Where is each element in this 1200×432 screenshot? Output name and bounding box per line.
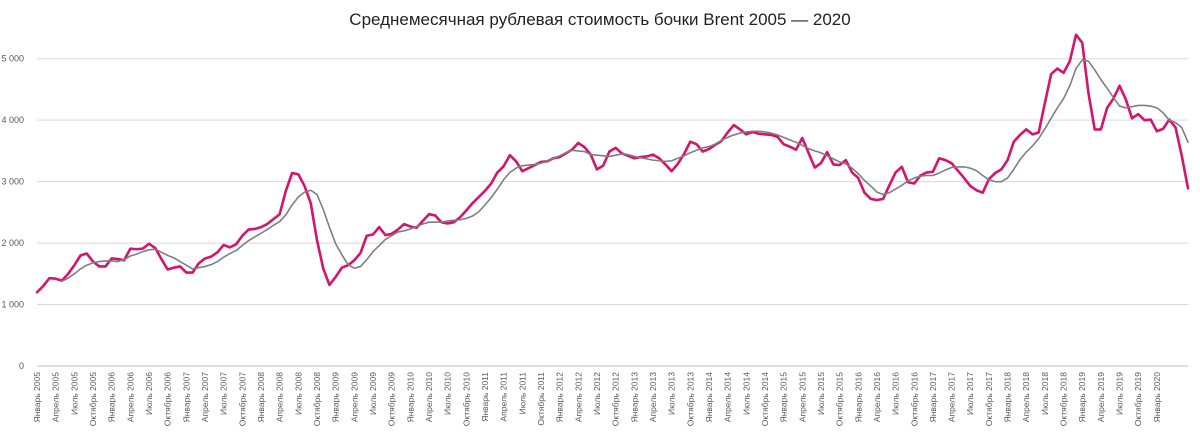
- x-tick-label: Январь 2010: [405, 372, 415, 423]
- x-tick-label: Июль 2007: [219, 372, 229, 415]
- x-tick-label: Апрель 2019: [1096, 372, 1106, 422]
- x-tick-label: Январь 2020: [1152, 372, 1162, 423]
- series-line-brent-monthly: [35, 33, 1190, 294]
- x-tick-label: Январь 2008: [256, 372, 266, 423]
- x-tick-label: Октябрь 2012: [611, 372, 621, 426]
- y-tick-label: 0: [19, 361, 24, 371]
- x-tick-label: Январь 2016: [853, 372, 863, 423]
- x-tick-label: Октябрь 2010: [461, 372, 471, 426]
- x-tick-label: Октябрь 2013: [685, 372, 695, 426]
- x-tick-label: Июль 2019: [1115, 372, 1125, 415]
- y-tick-label: 4 000: [1, 115, 24, 125]
- x-axis-ticks: Январь 2005 Апрель 2005 Июль 2005 Октябрь 2…: [32, 372, 1162, 426]
- x-tick-label: Апрель 2016: [872, 372, 882, 422]
- x-tick-label: Январь 2009: [331, 372, 341, 423]
- x-tick-label: Октябрь 2006: [163, 372, 173, 426]
- x-tick-label: Апрель 2005: [51, 372, 61, 422]
- x-tick-label: Июль 2008: [293, 372, 303, 415]
- x-tick-label: Январь 2011: [480, 372, 490, 422]
- y-tick-label: 5 000: [1, 54, 24, 64]
- x-tick-label: Июль 2009: [368, 372, 378, 415]
- x-tick-label: Апрель 2015: [797, 372, 807, 422]
- x-tick-label: Январь 2007: [181, 372, 191, 423]
- x-tick-label: Октябрь 2016: [909, 372, 919, 426]
- x-tick-label: Июль 2016: [891, 372, 901, 415]
- x-tick-label: Июль 2012: [592, 372, 602, 415]
- x-tick-label: Апрель 2011: [499, 372, 509, 422]
- x-tick-label: Октябрь 2017: [984, 372, 994, 426]
- x-tick-label: Апрель 2009: [349, 372, 359, 422]
- x-tick-label: Апрель 2007: [200, 372, 210, 422]
- x-tick-label: Апрель 2014: [723, 372, 733, 422]
- x-tick-label: Октябрь 2019: [1133, 372, 1143, 426]
- x-tick-label: Январь 2015: [779, 372, 789, 423]
- x-tick-label: Октябрь 2015: [835, 372, 845, 426]
- x-tick-label: Апрель 2013: [648, 372, 658, 422]
- x-tick-label: Июль 2013: [667, 372, 677, 415]
- x-tick-label: Июль 2005: [69, 372, 79, 415]
- x-tick-label: Апрель 2006: [125, 372, 135, 422]
- y-tick-label: 1 000: [1, 300, 24, 310]
- x-tick-label: Январь 2017: [928, 372, 938, 423]
- x-tick-label: Январь 2006: [107, 372, 117, 423]
- x-tick-label: Октябрь 2018: [1059, 372, 1069, 426]
- x-tick-label: Июль 2015: [816, 372, 826, 415]
- x-tick-label: Октябрь 2005: [88, 372, 98, 426]
- x-tick-label: Октябрь 2007: [237, 372, 247, 426]
- x-tick-label: Январь 2018: [1003, 372, 1013, 423]
- x-tick-label: Июль 2011: [517, 372, 527, 415]
- series-lines: [35, 33, 1190, 294]
- series-line-moving-average: [61, 59, 1189, 282]
- x-tick-label: Январь 2019: [1077, 372, 1087, 423]
- x-tick-label: Июль 2014: [741, 372, 751, 415]
- y-tick-label: 2 000: [1, 238, 24, 248]
- x-tick-label: Июль 2018: [1040, 372, 1050, 415]
- x-tick-label: Октябрь 2011: [536, 372, 546, 426]
- gridlines: [37, 58, 1188, 306]
- x-tick-label: Апрель 2008: [275, 372, 285, 422]
- chart-title: Среднемесячная рублевая стоимость бочки …: [349, 10, 851, 29]
- x-tick-label: Июль 2017: [965, 372, 975, 415]
- x-tick-label: Октябрь 2014: [760, 372, 770, 426]
- x-tick-label: Январь 2013: [629, 372, 639, 423]
- x-tick-label: Июль 2010: [443, 372, 453, 415]
- x-tick-label: Январь 2012: [555, 372, 565, 423]
- x-tick-label: Июль 2006: [144, 372, 154, 415]
- x-tick-label: Октябрь 2008: [312, 372, 322, 426]
- x-tick-label: Апрель 2018: [1021, 372, 1031, 422]
- y-tick-label: 3 000: [1, 177, 24, 187]
- x-tick-label: Январь 2014: [704, 372, 714, 423]
- x-tick-label: Апрель 2010: [424, 372, 434, 422]
- x-tick-label: Апрель 2017: [947, 372, 957, 422]
- y-axis-ticks: 0 1 000 2 000 3 000 4 000 5 000: [1, 54, 24, 371]
- x-tick-label: Апрель 2012: [573, 372, 583, 422]
- x-tick-label: Январь 2005: [32, 372, 42, 423]
- x-tick-label: Октябрь 2009: [387, 372, 397, 426]
